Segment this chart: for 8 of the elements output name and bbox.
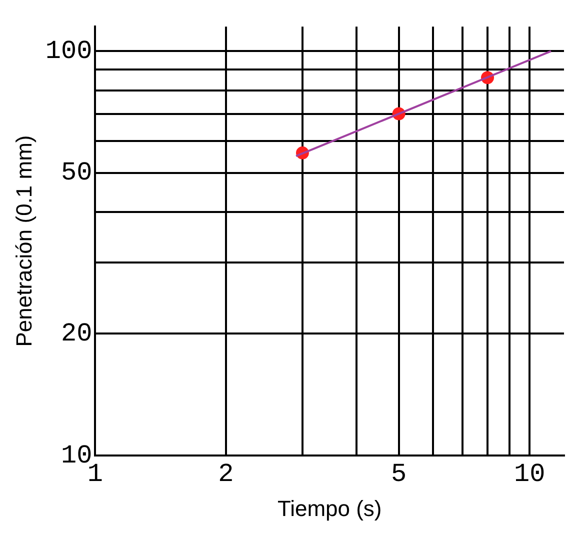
y-axis-title: Penetración (0.1 mm) xyxy=(11,135,36,347)
x-tick-label: 10 xyxy=(514,458,546,489)
x-tick-label: 5 xyxy=(391,458,407,489)
y-tick-label: 100 xyxy=(45,36,92,66)
x-axis-title: Tiempo (s) xyxy=(277,496,382,521)
x-tick-label: 2 xyxy=(218,458,234,489)
y-tick-label: 20 xyxy=(60,318,92,349)
y-tick-label: 50 xyxy=(60,158,92,188)
